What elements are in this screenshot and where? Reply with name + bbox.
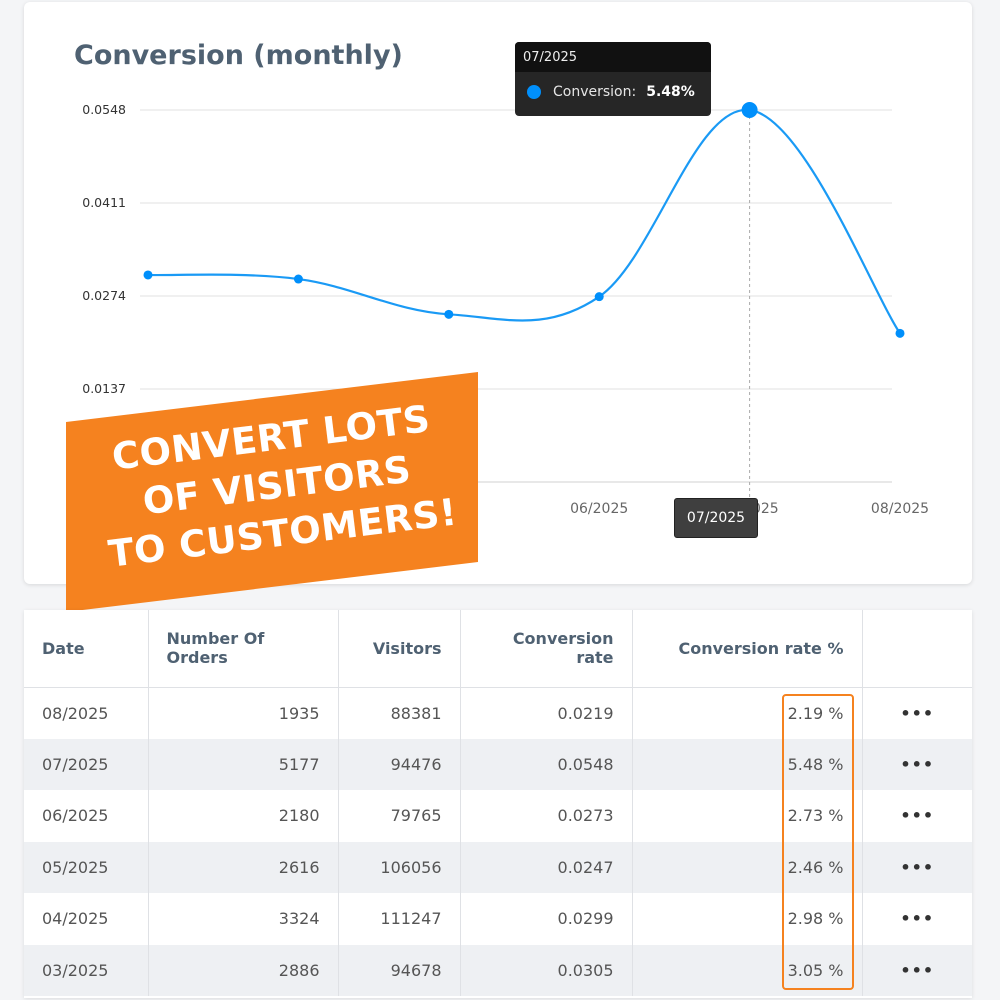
cell-visitors: 79765 (338, 790, 461, 842)
cell-date: 07/2025 (24, 738, 149, 790)
cell-orders: 2886 (148, 944, 339, 996)
conversion-table: Date Number Of Orders Visitors Conversio… (24, 610, 972, 996)
column-header-visitors[interactable]: Visitors (338, 610, 461, 688)
cell-visitors: 94678 (338, 944, 461, 996)
series-line-conversion (147, 108, 901, 334)
x-tick-label: 06/2025 (570, 501, 628, 517)
crosshair-x-label: 07/2025 (674, 498, 758, 538)
cell-conversion-rate-percent: 2.98 % (632, 893, 863, 945)
row-actions-menu-icon[interactable]: ••• (862, 738, 972, 790)
data-point[interactable] (293, 274, 303, 284)
cell-date: 03/2025 (24, 944, 149, 996)
cell-orders: 1935 (148, 687, 339, 739)
data-point[interactable] (594, 292, 604, 302)
conversion-line-chart[interactable]: 0.0137 0.0274 0.0411 0.0548 06/2025 07/2025 08… (24, 2, 972, 584)
cell-conversion-rate: 0.0219 (460, 687, 633, 739)
row-actions-menu-icon[interactable]: ••• (900, 909, 935, 929)
conversion-percent-highlight (782, 694, 854, 990)
chart-tooltip: 07/2025 Conversion: 5.48% (515, 42, 711, 116)
table-row[interactable]: 05/2025 2616 106056 0.0247 2.46 % ••• (24, 841, 972, 893)
column-header-conversion-rate[interactable]: Conversion rate (460, 610, 633, 688)
conversion-table-card: Date Number Of Orders Visitors Conversio… (24, 610, 972, 998)
cell-visitors: 111247 (338, 893, 461, 945)
cell-visitors: 106056 (338, 841, 461, 893)
x-tick-label: 08/2025 (871, 501, 929, 517)
column-header-conversion-rate-percent[interactable]: Conversion rate % (632, 610, 863, 688)
table-row[interactable]: 07/2025 5177 94476 0.0548 5.48 % ••• (24, 738, 972, 790)
cell-conversion-rate-percent: 2.73 % (632, 790, 863, 842)
cell-orders: 2180 (148, 790, 339, 842)
data-point[interactable] (741, 102, 758, 118)
cell-date: 05/2025 (24, 841, 149, 893)
column-header-date[interactable]: Date (24, 610, 149, 688)
table-row[interactable]: 04/2025 3324 111247 0.0299 2.98 % ••• (24, 893, 972, 945)
tooltip-header: 07/2025 (515, 42, 711, 72)
data-point[interactable] (143, 270, 153, 280)
table-row[interactable]: 06/2025 2180 79765 0.0273 2.73 % ••• (24, 790, 972, 842)
row-actions-menu-icon[interactable]: ••• (900, 703, 935, 723)
cell-visitors: 88381 (338, 687, 461, 739)
y-tick-label: 0.0137 (82, 381, 126, 396)
table-row[interactable]: 08/2025 1935 88381 0.0219 2.19 % ••• (24, 687, 972, 739)
row-actions-menu-icon[interactable]: ••• (862, 944, 972, 996)
y-tick-label: 0.0411 (82, 195, 126, 210)
chart-title: Conversion (monthly) (74, 40, 403, 71)
tooltip-series-label: Conversion: (553, 84, 637, 100)
cell-conversion-rate: 0.0299 (460, 893, 633, 945)
cell-conversion-rate: 0.0273 (460, 790, 633, 842)
cell-orders: 2616 (148, 841, 339, 893)
cell-conversion-rate: 0.0548 (460, 738, 633, 790)
y-tick-label: 0.0548 (82, 102, 126, 117)
cell-date: 08/2025 (24, 687, 149, 739)
table-row[interactable]: 03/2025 2886 94678 0.0305 3.05 % ••• (24, 944, 972, 996)
row-actions-menu-icon[interactable]: ••• (900, 806, 935, 826)
data-point[interactable] (895, 328, 905, 338)
cell-date: 04/2025 (24, 893, 149, 945)
series-marker-icon (527, 85, 541, 99)
cell-visitors: 94476 (338, 738, 461, 790)
column-header-orders[interactable]: Number Of Orders (148, 610, 339, 688)
cell-conversion-rate: 0.0247 (460, 841, 633, 893)
cell-conversion-rate: 0.0305 (460, 944, 633, 996)
table-header-row: Date Number Of Orders Visitors Conversio… (24, 610, 972, 688)
tooltip-value: 5.48% (646, 84, 695, 100)
data-point[interactable] (444, 309, 454, 319)
column-header-actions (862, 610, 972, 688)
cell-orders: 3324 (148, 893, 339, 945)
cell-orders: 5177 (148, 738, 339, 790)
y-tick-label: 0.0274 (82, 288, 126, 303)
row-actions-menu-icon[interactable]: ••• (862, 841, 972, 893)
cell-conversion-rate-percent: 3.05 % (632, 944, 863, 996)
cell-conversion-rate-percent: 5.48 % (632, 738, 863, 790)
cell-conversion-rate-percent: 2.46 % (632, 841, 863, 893)
cell-date: 06/2025 (24, 790, 149, 842)
